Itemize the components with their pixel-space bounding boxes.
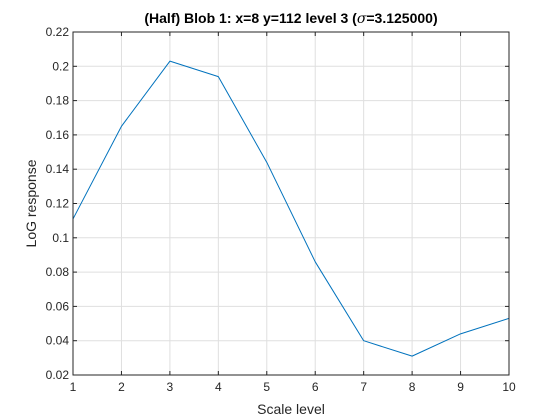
x-tick-label: 7 — [360, 380, 367, 394]
x-tick-label: 2 — [118, 380, 125, 394]
y-tick-label: 0.08 — [46, 265, 70, 279]
x-tick-label: 4 — [215, 380, 222, 394]
y-tick-label: 0.2 — [52, 59, 69, 73]
y-tick-label: 0.22 — [46, 25, 70, 39]
y-tick-label: 0.18 — [46, 94, 70, 108]
y-tick-label: 0.1 — [52, 231, 69, 245]
x-tick-label: 3 — [167, 380, 174, 394]
x-tick-label: 8 — [409, 380, 416, 394]
chart-title-suffix: =3.125000) — [366, 10, 437, 26]
y-tick-label: 0.06 — [46, 299, 70, 313]
y-tick-label: 0.04 — [46, 334, 70, 348]
x-tick-label: 6 — [312, 380, 319, 394]
x-tick-label: 9 — [457, 380, 464, 394]
chart-title-main: (Half) Blob 1: x=8 y=112 level 3 ( — [144, 10, 357, 26]
x-axis-label: Scale level — [257, 401, 325, 417]
y-tick-label: 0.16 — [46, 128, 70, 142]
y-tick-label: 0.12 — [46, 197, 70, 211]
y-axis-label: LoG response — [23, 159, 39, 247]
x-tick-label: 5 — [263, 380, 270, 394]
x-tick-label: 10 — [502, 380, 516, 394]
chart-title-sigma: σ — [357, 11, 367, 27]
chart-title: (Half) Blob 1: x=8 y=112 level 3 (σ=3.12… — [144, 10, 437, 27]
y-tick-label: 0.02 — [46, 368, 70, 382]
x-tick-label: 1 — [70, 380, 77, 394]
y-tick-label: 0.14 — [46, 162, 70, 176]
